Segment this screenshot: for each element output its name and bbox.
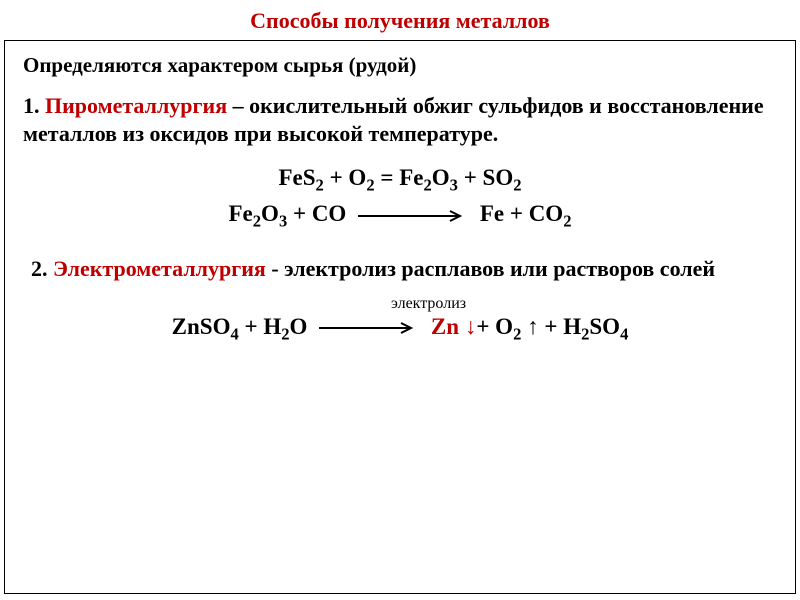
eq3-l3: 2: [281, 324, 289, 343]
eq2-l2: O: [261, 201, 279, 226]
electrometallurgy-term: Электрометаллургия: [53, 256, 266, 281]
eq2-l1: 2: [253, 212, 261, 231]
eq2-r0: Fe + CO: [480, 201, 563, 226]
content-frame: Определяются характером сырья (рудой) 1.…: [4, 40, 796, 594]
pyrometallurgy-term: Пирометаллургия: [45, 93, 227, 118]
eq1-s3: 2: [366, 176, 374, 195]
eq3-l2: + H: [239, 314, 282, 339]
eq2-r1: 2: [563, 212, 571, 231]
eq1-t8: + SO: [458, 165, 513, 190]
section-2-rest: - электролиз расплавов или растворов сол…: [266, 256, 715, 281]
eq3-l0: ZnSO: [172, 314, 231, 339]
section-2: 2. Электрометаллургия - электролиз распл…: [23, 255, 777, 283]
eq1-s5: 2: [423, 176, 431, 195]
slide: Способы получения металлов Определяются …: [0, 0, 800, 600]
eq2-l0: Fe: [229, 201, 253, 226]
eq1-s9: 2: [513, 176, 521, 195]
eq3-t3: 4: [620, 324, 628, 343]
section-2-label: 2.: [31, 256, 53, 281]
electrolysis-label: электролиз: [391, 295, 466, 313]
eq1-s7: 3: [450, 176, 458, 195]
eq1-t4: = Fe: [375, 165, 424, 190]
eq1-t2: + O: [324, 165, 367, 190]
eq2-l4: + CO: [287, 201, 346, 226]
eq1-t0: FeS: [278, 165, 315, 190]
reaction-arrow-icon: [358, 209, 468, 223]
down-arrow-icon: ↓: [465, 313, 477, 340]
eq3-t0: + H: [539, 314, 582, 339]
eq3-t2: SO: [589, 314, 620, 339]
reaction-arrow-icon: [319, 321, 419, 335]
eq3-l4: O: [290, 314, 308, 339]
eq3-zn: Zn: [431, 314, 465, 339]
equation-2: Fe2O3 + CO Fe + CO2: [23, 201, 777, 227]
equation-1: FeS2 + O2 = Fe2O3 + SO2: [23, 165, 777, 191]
equation-block-1: FeS2 + O2 = Fe2O3 + SO2 Fe2O3 + CO Fe + …: [23, 165, 777, 227]
slide-title: Способы получения металлов: [0, 0, 800, 34]
eq1-t6: O: [432, 165, 450, 190]
eq3-m0: + O: [476, 314, 513, 339]
subtitle: Определяются характером сырья (рудой): [23, 51, 416, 80]
up-arrow-icon: ↑: [527, 313, 539, 340]
equation-3-wrap: электролиз ZnSO4 + H2O Zn ↓+ O2 ↑ + H2SO…: [23, 313, 777, 340]
eq2-l3: 3: [279, 212, 287, 231]
eq1-s1: 2: [316, 176, 324, 195]
eq3-l1: 4: [230, 324, 238, 343]
section-1-label: 1.: [23, 93, 45, 118]
section-1: 1. Пирометаллургия – окислительный обжиг…: [23, 92, 777, 147]
